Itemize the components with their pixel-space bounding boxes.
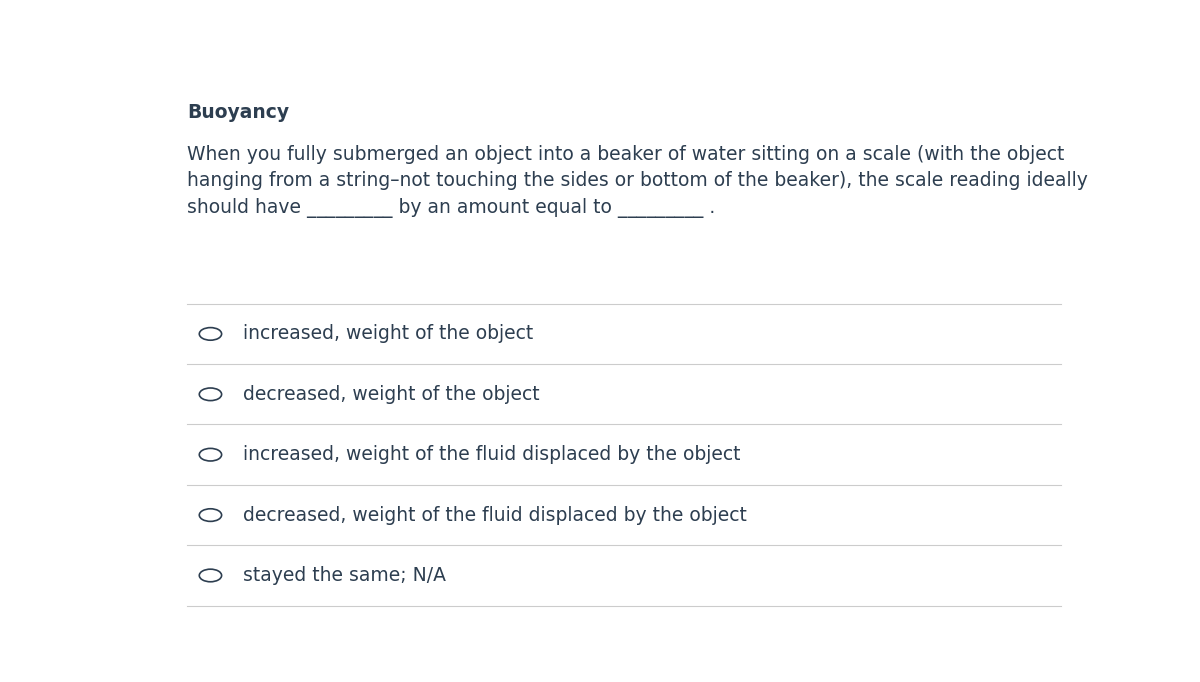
Text: decreased, weight of the fluid displaced by the object: decreased, weight of the fluid displaced… [242,505,746,524]
Text: When you fully submerged an object into a beaker of water sitting on a scale (wi: When you fully submerged an object into … [187,145,1088,218]
Text: increased, weight of the object: increased, weight of the object [242,325,533,344]
Text: Buoyancy: Buoyancy [187,103,289,122]
Text: decreased, weight of the object: decreased, weight of the object [242,385,540,404]
Text: stayed the same; N/A: stayed the same; N/A [242,566,446,585]
Text: increased, weight of the fluid displaced by the object: increased, weight of the fluid displaced… [242,445,740,464]
